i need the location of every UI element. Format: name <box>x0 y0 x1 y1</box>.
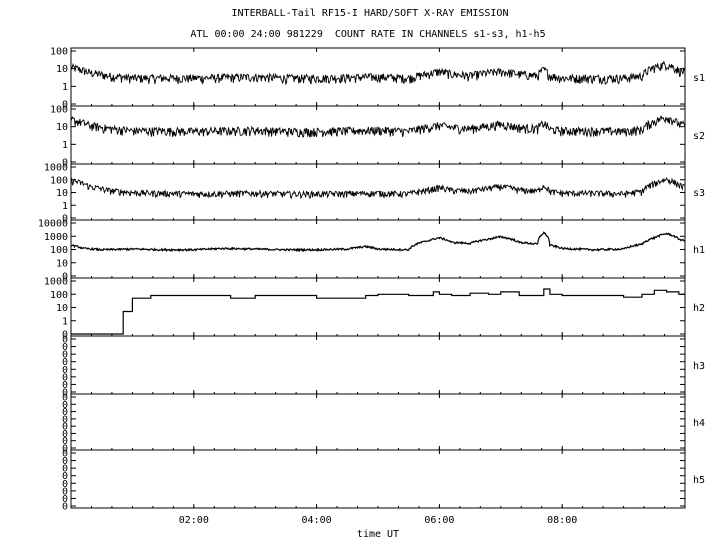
y-tick-label-s3: 0 <box>62 214 68 225</box>
y-tick-label-h4: 0 <box>62 414 68 425</box>
y-tick-label-s1: 10 <box>56 64 68 75</box>
y-tick-label-h2: 0 <box>62 330 68 341</box>
y-tick-label-h5: 0 <box>62 456 68 467</box>
y-tick-label-h1: 10000 <box>38 219 68 230</box>
y-tick-label-h2: 100 <box>50 290 68 301</box>
y-tick-label-h3: 0 <box>62 350 68 361</box>
panel-h1 <box>70 219 686 279</box>
chart-subtitle: ATL 00:00 24:00 981229 COUNT RATE IN CHA… <box>190 29 546 40</box>
y-tick-label-h5: 0 <box>62 449 68 460</box>
channel-label-s2: s2 <box>693 131 705 142</box>
channel-label-h5: h5 <box>693 475 705 486</box>
panel-frame-s2 <box>70 105 686 165</box>
y-tick-label-h4: 0 <box>62 422 68 433</box>
x-tick-label: 06:00 <box>424 515 454 526</box>
channel-label-h1: h1 <box>693 245 705 256</box>
y-tick-label-s2: 0 <box>62 158 68 169</box>
y-tick-label-h5: 0 <box>62 494 68 505</box>
y-tick-label-h4: 0 <box>62 444 68 455</box>
y-tick-label-h5: 0 <box>62 479 68 490</box>
panel-h2 <box>70 277 686 337</box>
series-line-h2 <box>71 288 685 335</box>
channel-label-h4: h4 <box>693 418 705 429</box>
panel-frame-h3 <box>70 335 686 395</box>
x-tick-label: 08:00 <box>547 515 577 526</box>
y-tick-label-h5: 0 <box>62 486 68 497</box>
y-tick-label-s3: 100 <box>50 175 68 186</box>
panel-frame-h5 <box>70 449 686 509</box>
panel-frame-h4 <box>70 393 686 451</box>
panel-s2 <box>70 105 686 165</box>
y-tick-label-h3: 0 <box>62 380 68 391</box>
y-tick-label-h3: 0 <box>62 372 68 383</box>
series-line-h1 <box>70 231 686 253</box>
y-tick-label-h3: 0 <box>62 335 68 346</box>
y-tick-label-h1: 0 <box>62 272 68 283</box>
y-tick-label-h4: 0 <box>62 429 68 440</box>
y-tick-label-s3: 1 <box>62 201 68 212</box>
y-tick-label-h4: 0 <box>62 400 68 411</box>
y-tick-label-s2: 1 <box>62 140 68 151</box>
x-axis-label: time UT <box>357 529 399 540</box>
y-tick-label-h2: 1 <box>62 316 68 327</box>
y-tick-label-s1: 1 <box>62 82 68 93</box>
panel-s3 <box>70 163 686 221</box>
y-tick-label-s1: 100 <box>50 47 68 58</box>
y-tick-label-h1: 1000 <box>44 232 68 243</box>
channel-label-h2: h2 <box>693 303 705 314</box>
y-tick-label-h5: 0 <box>62 502 68 513</box>
panel-h5 <box>70 449 686 509</box>
y-tick-label-h2: 10 <box>56 303 68 314</box>
y-tick-label-h1: 100 <box>50 245 68 256</box>
channel-label-h3: h3 <box>693 361 705 372</box>
y-tick-label-h4: 0 <box>62 436 68 447</box>
y-tick-label-h3: 0 <box>62 357 68 368</box>
y-tick-label-h3: 0 <box>62 342 68 353</box>
panel-s1 <box>70 47 686 107</box>
panel-h3 <box>70 335 686 395</box>
y-tick-label-h2: 1000 <box>44 277 68 288</box>
x-tick-label: 04:00 <box>302 515 332 526</box>
x-tick-label: 02:00 <box>179 515 209 526</box>
panel-h4 <box>70 393 686 451</box>
panel-frame-h2 <box>70 277 686 337</box>
y-tick-label-h5: 0 <box>62 464 68 475</box>
y-tick-label-h5: 0 <box>62 471 68 482</box>
y-tick-label-h4: 0 <box>62 393 68 404</box>
y-tick-label-h4: 0 <box>62 407 68 418</box>
y-tick-label-s3: 10 <box>56 188 68 199</box>
y-tick-label-s1: 0 <box>62 100 68 111</box>
y-tick-label-h3: 0 <box>62 388 68 399</box>
channel-label-s1: s1 <box>693 73 705 84</box>
channel-label-s3: s3 <box>693 188 705 199</box>
y-tick-label-s2: 100 <box>50 105 68 116</box>
chart-title: INTERBALL-Tail RF15-I HARD/SOFT X-RAY EM… <box>231 8 509 19</box>
series-line-s3 <box>70 177 686 200</box>
y-tick-label-h3: 0 <box>62 365 68 376</box>
y-tick-label-s2: 10 <box>56 122 68 133</box>
y-tick-label-s3: 1000 <box>44 163 68 174</box>
series-line-s2 <box>70 115 686 138</box>
y-tick-label-h1: 10 <box>56 258 68 269</box>
series-line-s1 <box>70 60 686 86</box>
